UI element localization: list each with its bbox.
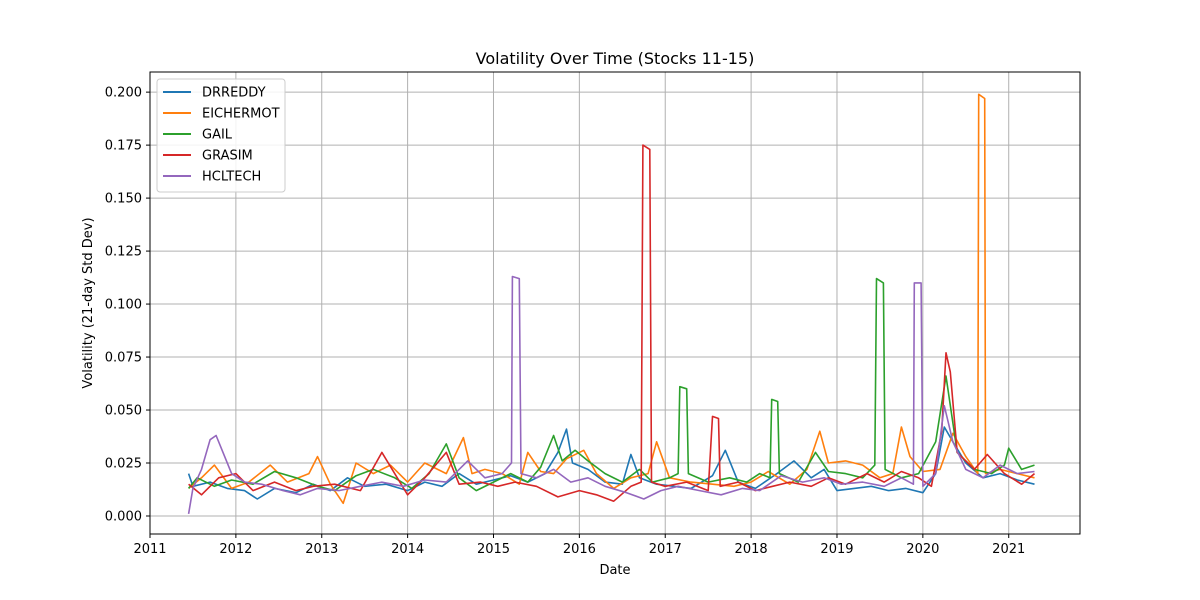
y-tick-label: 0.125 (105, 245, 142, 260)
x-tick-label: 2015 (477, 542, 510, 557)
series-line-eichermot (188, 93, 1035, 505)
x-tick-label: 2018 (735, 542, 768, 557)
x-axis-label: Date (599, 563, 630, 578)
y-tick-label: 0.200 (105, 86, 142, 101)
y-tick-label: 0.050 (105, 404, 142, 419)
y-tick-label: 0.100 (105, 298, 142, 313)
x-tick-label: 2017 (649, 542, 682, 557)
series-line-hcltech (187, 275, 1035, 515)
x-tick-label: 2012 (219, 542, 252, 557)
ticks-layer: 2011 2012 2013 2014 2015 2016 2017 2018 2019 2020… (105, 86, 1025, 557)
y-tick-label: 0.150 (105, 192, 142, 207)
y-tick-label: 0.025 (105, 457, 142, 472)
y-axis-label: Volatility (21-day Std Dev) (81, 217, 96, 388)
y-tick-label: 0.175 (105, 139, 142, 154)
y-tick-label: 0.000 (105, 509, 142, 524)
plot-frame (149, 71, 1081, 535)
x-tick-label: 2014 (391, 542, 424, 557)
legend-label-drreddy: DRREDDY (202, 86, 266, 101)
x-tick-label: 2021 (992, 542, 1025, 557)
series-line-gail (187, 277, 1035, 492)
x-tick-label: 2020 (906, 542, 939, 557)
x-tick-label: 2016 (563, 542, 596, 557)
legend-label-gail: GAIL (202, 128, 233, 143)
x-tick-label: 2011 (133, 542, 166, 557)
series-line-drreddy (187, 426, 1035, 500)
x-tick-label: 2019 (820, 542, 853, 557)
legend: DRREDDY EICHERMOT GAIL GRASIM HCLTECH (156, 78, 286, 193)
chart-title: Volatility Over Time (Stocks 11-15) (476, 49, 755, 68)
grid-layer (149, 72, 1080, 534)
legend-label-hcltech: HCLTECH (202, 170, 261, 185)
series-line-grasim (188, 144, 1036, 502)
series-layer (187, 93, 1036, 515)
legend-label-eichermot: EICHERMOT (202, 107, 280, 122)
x-tick-label: 2013 (305, 542, 338, 557)
y-tick-label: 0.075 (105, 351, 142, 366)
legend-label-grasim: GRASIM (202, 149, 253, 164)
legend-box (156, 78, 286, 193)
